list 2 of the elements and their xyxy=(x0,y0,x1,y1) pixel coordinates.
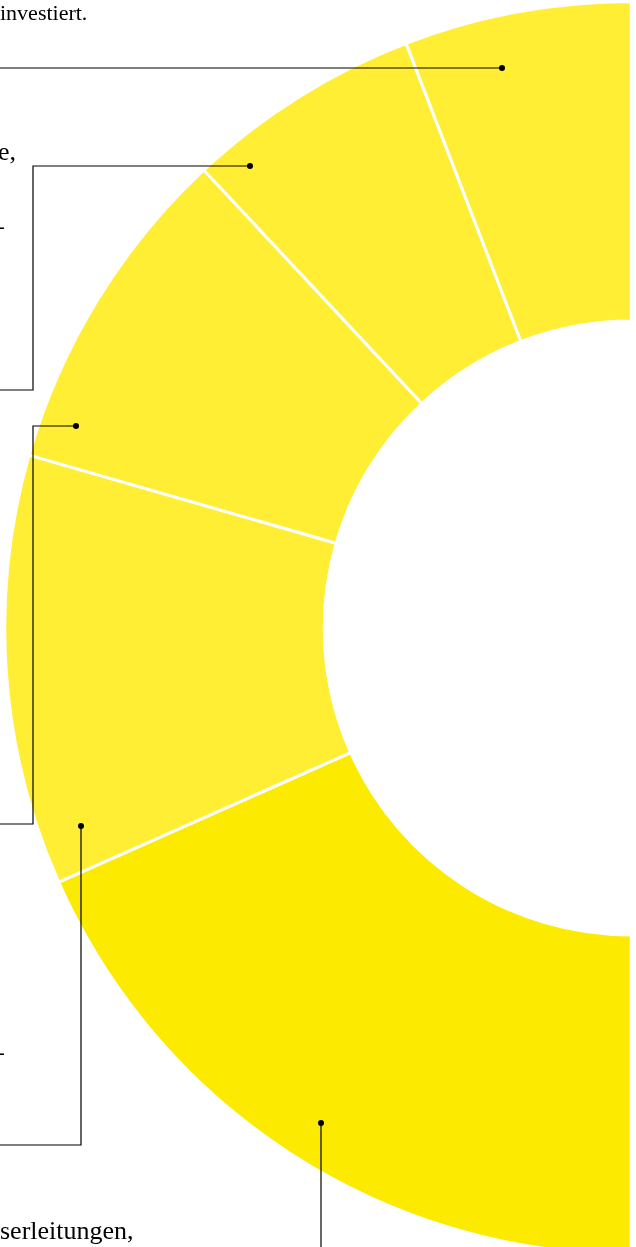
text: investiert. xyxy=(0,0,88,27)
text: serleitungen, xyxy=(0,1215,134,1247)
